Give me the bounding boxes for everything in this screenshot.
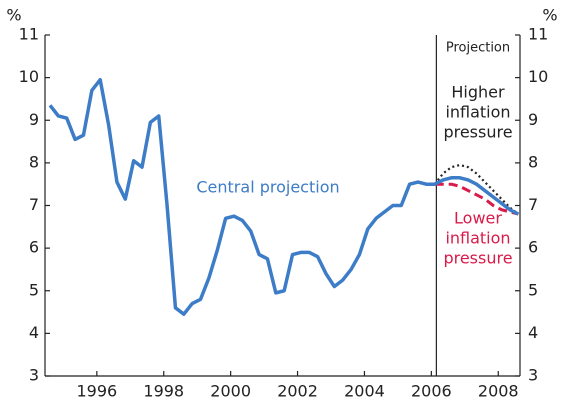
annotation: inflation bbox=[445, 103, 510, 122]
x-tick-label: 2002 bbox=[277, 382, 318, 401]
annotation: pressure bbox=[443, 123, 512, 142]
y-tick-label: 10 bbox=[19, 67, 39, 86]
annotation: Higher bbox=[451, 83, 505, 102]
y2-tick-label: 9 bbox=[528, 110, 538, 129]
annotation: Central projection bbox=[196, 178, 339, 197]
y2-tick-label: 5 bbox=[528, 280, 538, 299]
y2-axis-label: % bbox=[542, 6, 557, 25]
y2-tick-label: 3 bbox=[528, 366, 538, 385]
x-tick-label: 2000 bbox=[210, 382, 251, 401]
y2-tick-label: 11 bbox=[528, 25, 548, 44]
series-line bbox=[434, 182, 519, 216]
y-tick-label: 6 bbox=[29, 238, 39, 257]
y2-tick-label: 7 bbox=[528, 195, 538, 214]
x-tick-label: 2004 bbox=[344, 382, 385, 401]
annotation: Lower bbox=[454, 209, 502, 228]
y-tick-label: 9 bbox=[29, 110, 39, 129]
y-tick-label: 11 bbox=[19, 25, 39, 44]
x-tick-label: 2006 bbox=[411, 382, 452, 401]
annotation: Projection bbox=[446, 41, 510, 56]
y-axis-label: % bbox=[6, 6, 21, 25]
series-line bbox=[48, 78, 520, 316]
y2-tick-label: 8 bbox=[528, 152, 538, 171]
y-tick-label: 8 bbox=[29, 152, 39, 171]
y-tick-label: 5 bbox=[29, 280, 39, 299]
series-line bbox=[433, 163, 519, 215]
x-tick-label: 1998 bbox=[143, 382, 184, 401]
y-tick-label: 3 bbox=[29, 366, 39, 385]
x-tick-label: 2008 bbox=[478, 382, 519, 401]
annotation: inflation bbox=[445, 229, 510, 248]
y-tick-label: 7 bbox=[29, 195, 39, 214]
annotation: pressure bbox=[443, 249, 512, 268]
x-tick-label: 1996 bbox=[76, 382, 117, 401]
y2-tick-label: 10 bbox=[528, 67, 548, 86]
y2-tick-label: 6 bbox=[528, 238, 538, 257]
y-tick-label: 4 bbox=[29, 323, 39, 342]
y2-tick-label: 4 bbox=[528, 323, 538, 342]
